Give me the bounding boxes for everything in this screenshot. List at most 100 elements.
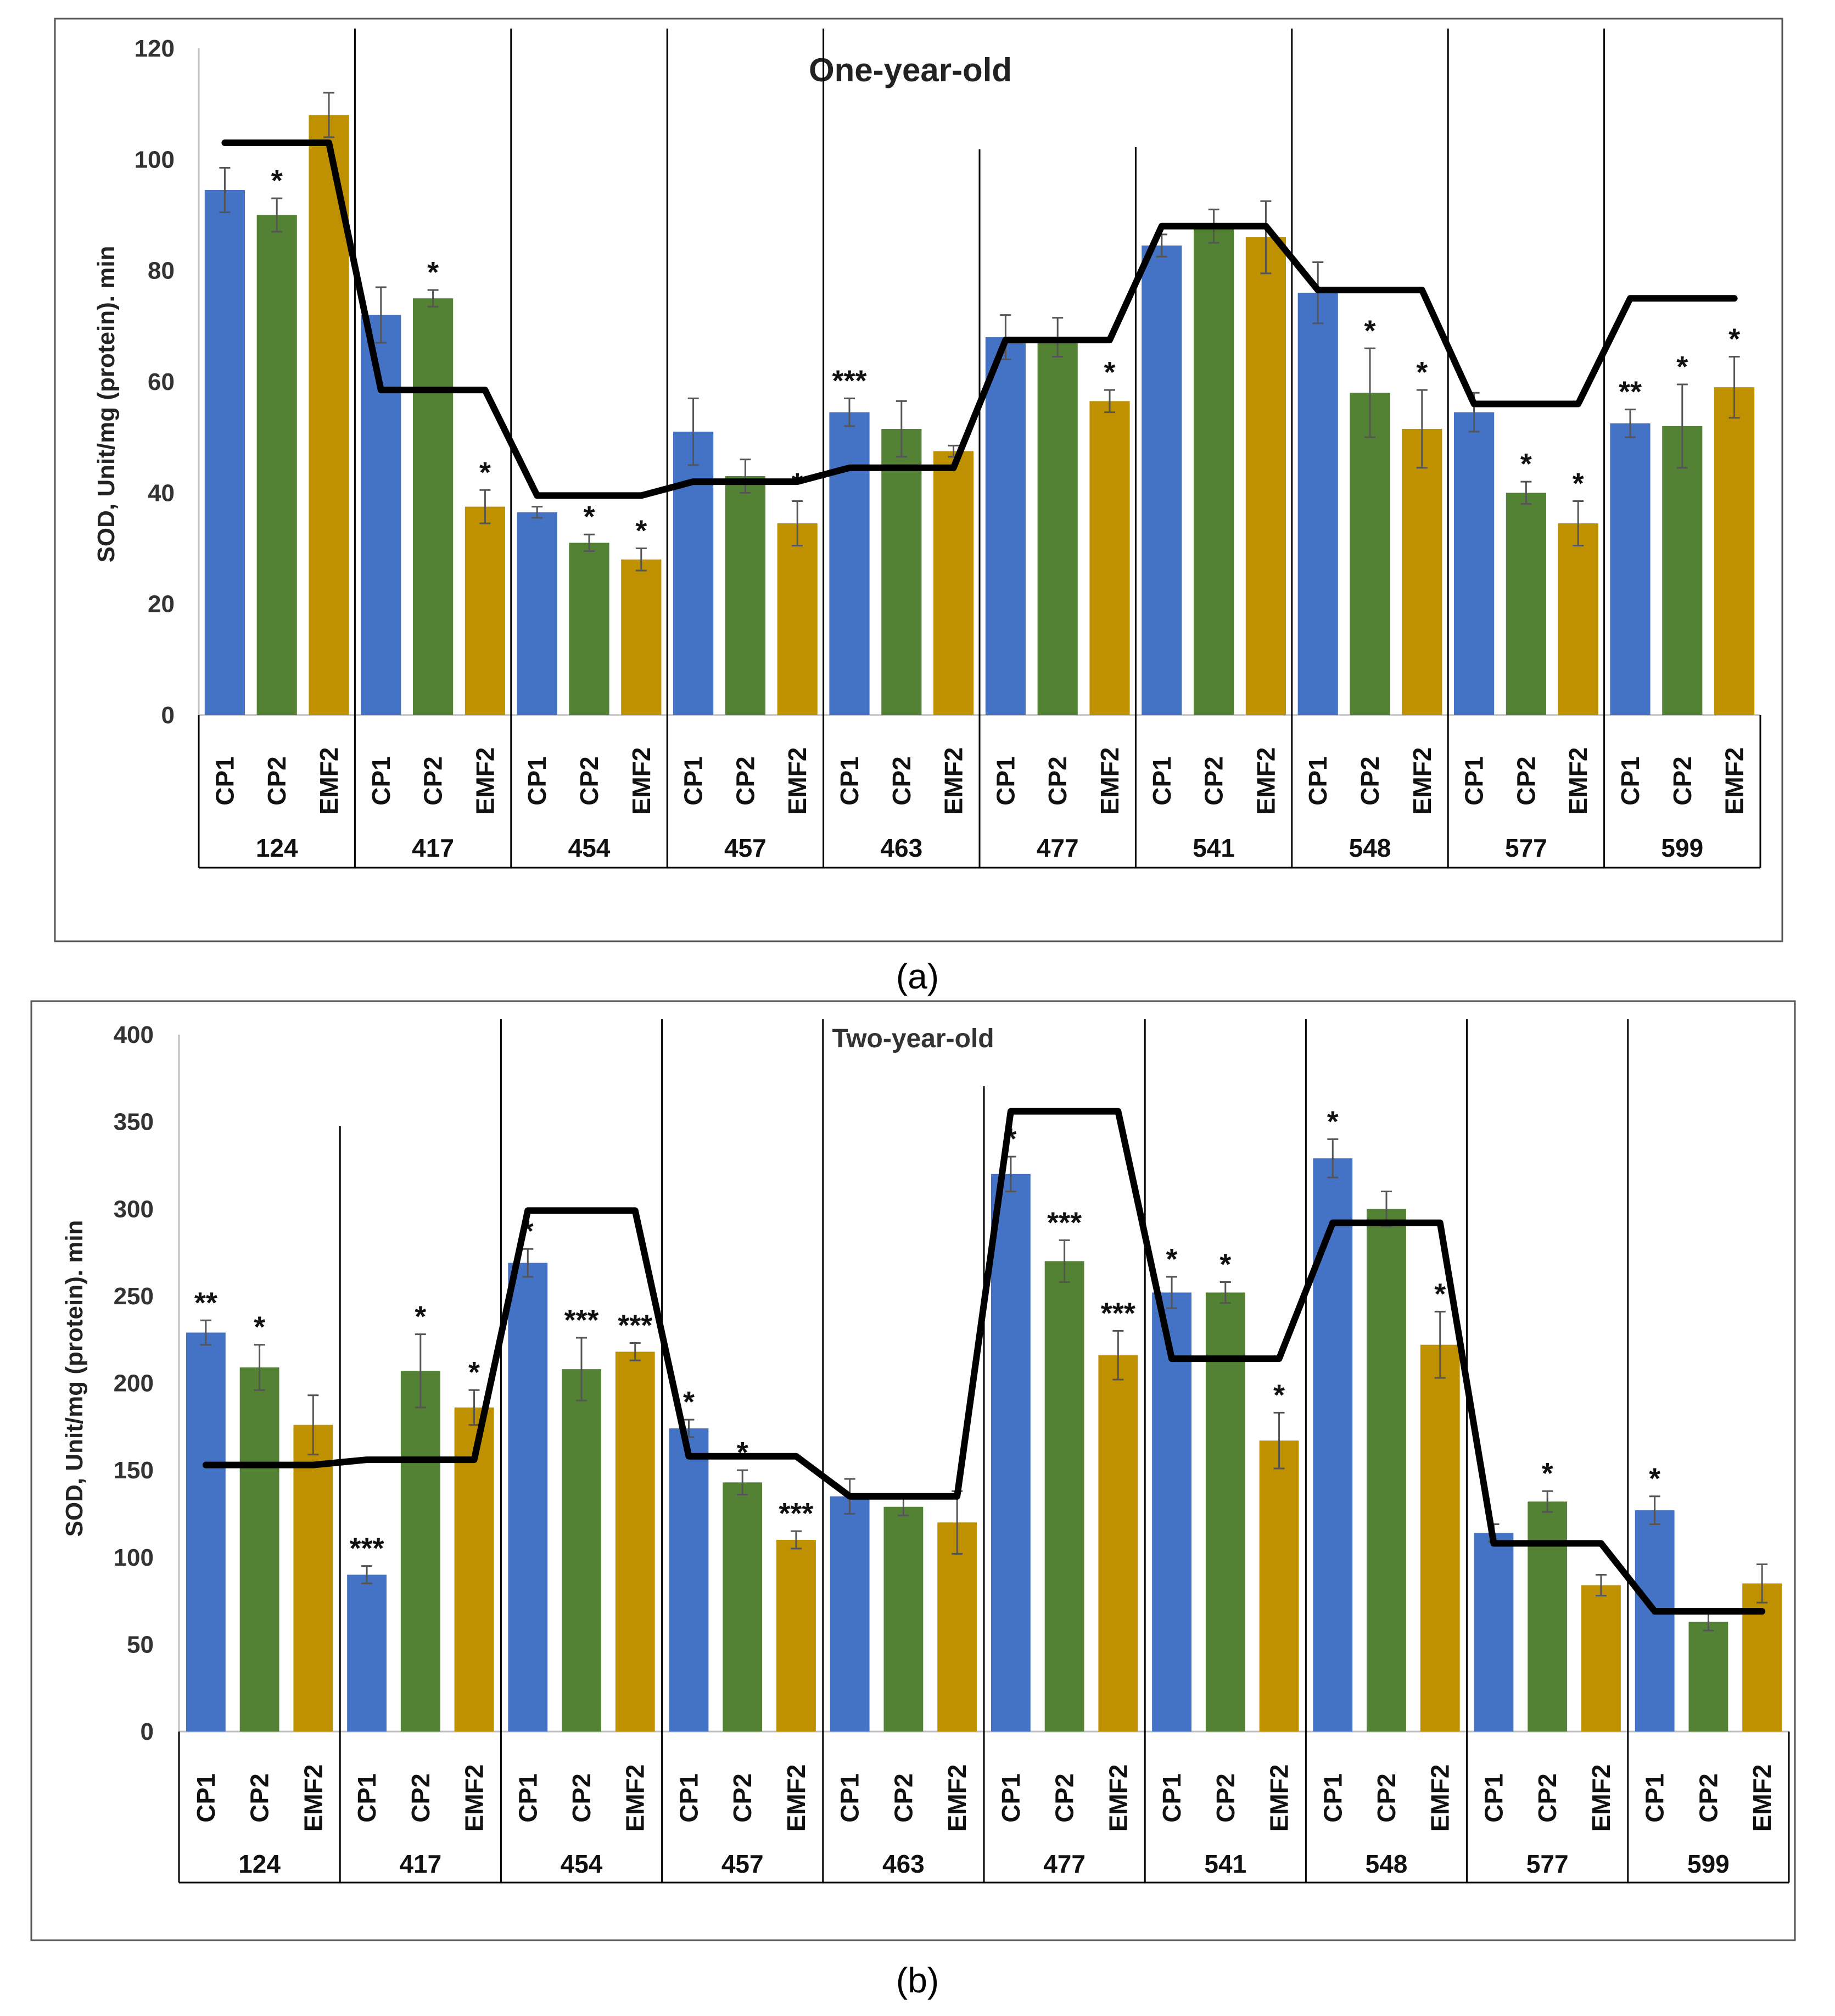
panel-b-title: Two-year-old [832, 1024, 994, 1053]
significance-marker: * [1573, 467, 1584, 500]
bar-457-cp1 [673, 432, 714, 715]
category-label: CP2 [1356, 756, 1384, 805]
group-label: 599 [1687, 1850, 1730, 1878]
group-label: 463 [880, 834, 922, 862]
significance-marker: * [635, 515, 647, 548]
category-label: CP2 [1668, 756, 1697, 805]
category-label: EMF2 [299, 1764, 327, 1832]
y-tick-label: 120 [135, 35, 175, 62]
group-label: 477 [1043, 1850, 1086, 1878]
significance-marker: * [1520, 448, 1532, 481]
bar-477-emf2 [1089, 401, 1130, 715]
bar-577-emf2 [1581, 1585, 1621, 1732]
group-label: 417 [412, 834, 454, 862]
bar-599-cp2 [1662, 426, 1703, 715]
category-label: EMF2 [1408, 747, 1436, 815]
bar-599-emf2 [1714, 387, 1755, 715]
significance-marker: * [271, 164, 283, 197]
bar-454-emf2 [621, 559, 662, 715]
bar-599-cp1 [1610, 423, 1651, 715]
bar-457-emf2 [776, 1540, 816, 1732]
category-label: CP1 [836, 1773, 864, 1822]
group-label: 124 [256, 834, 298, 862]
group-label: 548 [1366, 1850, 1408, 1878]
bar-548-emf2 [1402, 428, 1442, 715]
significance-marker: *** [564, 1304, 598, 1337]
category-label: EMF2 [783, 747, 812, 815]
bar-548-cp1 [1297, 293, 1338, 715]
category-label: CP2 [889, 1773, 918, 1822]
significance-marker: * [737, 1436, 748, 1469]
y-tick-label: 50 [127, 1631, 154, 1658]
significance-marker: * [254, 1311, 265, 1344]
group-label: 457 [721, 1850, 764, 1878]
category-label: CP1 [1148, 756, 1176, 805]
significance-marker: * [468, 1356, 480, 1389]
category-label: CP2 [1050, 1773, 1079, 1822]
y-tick-label: 20 [148, 591, 175, 618]
category-label: CP2 [1043, 756, 1072, 805]
category-label: CP2 [419, 756, 447, 805]
significance-marker: * [1728, 322, 1740, 355]
group-label: 477 [1037, 834, 1079, 862]
group-label: 548 [1349, 834, 1391, 862]
group-label: 599 [1661, 834, 1703, 862]
bar-124-cp2 [256, 215, 297, 715]
bar-454-cp2 [562, 1369, 601, 1732]
significance-marker: *** [1101, 1297, 1135, 1330]
category-label: EMF2 [1426, 1764, 1454, 1832]
significance-marker: *** [832, 364, 866, 397]
bar-454-emf2 [615, 1352, 655, 1732]
bar-477-cp1 [985, 337, 1026, 715]
y-tick-label: 400 [114, 1021, 154, 1048]
category-label: EMF2 [627, 747, 656, 815]
significance-marker: *** [618, 1309, 652, 1342]
bar-463-cp1 [830, 1496, 870, 1732]
category-label: CP1 [674, 1773, 703, 1822]
significance-marker: * [479, 456, 491, 489]
category-label: CP2 [1372, 1773, 1401, 1822]
panel-b-ylabel: SOD, Unit/mg (protein). min [61, 1220, 88, 1537]
bar-577-cp1 [1454, 412, 1495, 715]
category-label: EMF2 [1095, 747, 1124, 815]
category-label: CP2 [1694, 1773, 1722, 1822]
category-label: CP1 [353, 1773, 381, 1822]
bar-457-cp1 [669, 1428, 709, 1732]
group-label: 541 [1204, 1850, 1246, 1878]
category-label: CP1 [835, 756, 864, 805]
category-label: EMF2 [471, 747, 499, 815]
y-tick-label: 300 [114, 1196, 154, 1222]
category-label: CP2 [731, 756, 759, 805]
category-label: CP1 [679, 756, 708, 805]
bar-457-emf2 [777, 523, 818, 715]
panel-b-label: (b) [896, 1961, 939, 2000]
category-label: CP1 [1460, 756, 1489, 805]
bar-417-cp1 [347, 1574, 387, 1732]
bar-454-cp1 [517, 512, 557, 715]
bar-417-cp2 [400, 1371, 440, 1732]
category-label: EMF2 [1265, 1764, 1294, 1832]
group-label: 457 [724, 834, 767, 862]
category-label: CP1 [367, 756, 395, 805]
bar-417-emf2 [465, 506, 505, 715]
group-label: 577 [1526, 1850, 1569, 1878]
category-label: CP1 [192, 1773, 220, 1822]
significance-marker: * [1649, 1462, 1660, 1495]
bar-548-cp1 [1313, 1158, 1353, 1732]
category-label: EMF2 [943, 1764, 971, 1832]
significance-marker: * [1676, 350, 1688, 383]
significance-marker: * [1416, 356, 1428, 389]
y-tick-label: 250 [114, 1283, 154, 1310]
panel-a-one-year-old: One-year-old SOD, Unit/mg (protein). min… [54, 18, 1783, 942]
significance-marker: * [1364, 314, 1375, 347]
category-label: CP1 [210, 756, 239, 805]
bar-577-cp2 [1528, 1501, 1568, 1732]
significance-marker: *** [350, 1532, 384, 1565]
bar-463-cp2 [881, 428, 922, 715]
significance-marker: * [583, 500, 595, 533]
bar-577-cp1 [1474, 1533, 1514, 1732]
bar-541-cp1 [1152, 1292, 1191, 1732]
category-label: CP2 [1200, 756, 1228, 805]
bar-454-cp2 [569, 543, 609, 715]
